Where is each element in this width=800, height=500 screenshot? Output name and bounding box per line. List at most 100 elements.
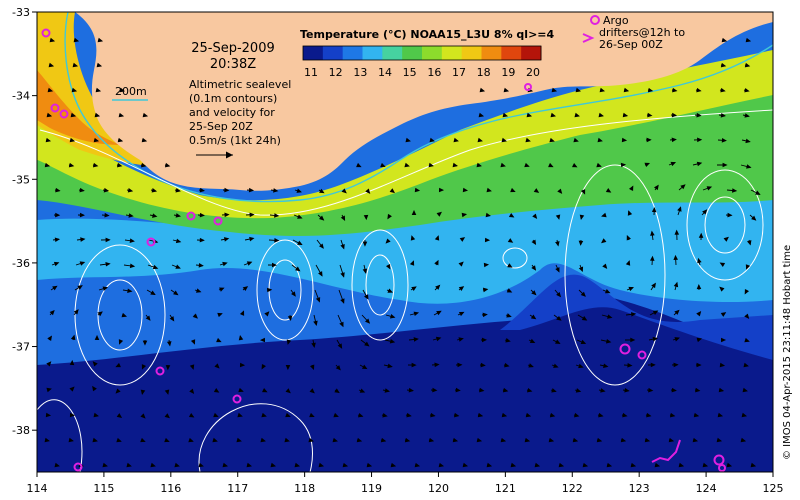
velocity-arrowhead — [719, 262, 726, 267]
velocity-arrowhead — [696, 337, 703, 343]
velocity-arrowhead — [696, 112, 702, 118]
velocity-arrowhead — [578, 363, 584, 369]
velocity-arrowhead — [53, 261, 60, 267]
argo-float-marker — [213, 216, 223, 226]
date-annotation: 25-Sep-2009 20:38Z — [191, 41, 275, 72]
velocity-arrowhead — [510, 462, 517, 468]
velocity-arrowhead — [605, 188, 612, 193]
velocity-arrowhead — [602, 263, 608, 269]
velocity-arrowhead — [501, 137, 507, 143]
velocity-arrowhead — [531, 239, 537, 246]
velocity-arrowhead — [249, 212, 255, 218]
x-tick-label: 116 — [160, 482, 181, 495]
sst-hot-west — [37, 70, 120, 145]
colorbar-tick-label: 17 — [452, 66, 466, 79]
eddy-contour — [256, 239, 314, 341]
velocity-arrowhead — [48, 62, 55, 68]
colorbar-swatch — [303, 46, 324, 60]
velocity-arrowhead — [141, 137, 148, 143]
velocity-arrowhead — [624, 387, 630, 393]
velocity-arrowhead — [140, 413, 146, 419]
velocity-arrowhead — [94, 334, 100, 340]
velocity-arrowhead — [551, 388, 557, 393]
velocity-arrowhead — [199, 187, 205, 193]
velocity-arrowhead — [103, 187, 110, 193]
velocity-arrowhead — [573, 137, 579, 143]
velocity-arrowhead — [44, 162, 51, 168]
velocity-arrowhead — [507, 238, 514, 243]
velocity-arrowhead — [102, 286, 109, 291]
velocity-arrowhead — [334, 388, 340, 394]
velocity-arrowhead — [274, 238, 280, 243]
colorbar-swatch — [322, 46, 344, 60]
velocity-arrowhead — [79, 261, 86, 266]
velocity-arrowhead — [628, 185, 634, 191]
velocity-arrowhead — [556, 291, 562, 298]
velocity-arrowhead — [744, 313, 750, 319]
velocity-arrowhead — [596, 162, 602, 168]
velocity-arrowhead — [548, 162, 554, 168]
velocity-arrowhead — [650, 362, 656, 368]
sst-green-band — [37, 90, 773, 236]
velocity-arrowhead — [46, 112, 53, 118]
velocity-arrowhead — [97, 311, 103, 317]
eddy-contour — [39, 109, 773, 216]
velocity-arrowhead — [717, 412, 724, 418]
velocity-arrowhead — [630, 337, 636, 343]
argo-float-marker — [59, 109, 69, 119]
velocity-arrowhead — [651, 282, 656, 289]
velocity-arrowhead — [150, 462, 156, 468]
y-tick-label: -35 — [12, 173, 30, 186]
velocity-arrowhead — [166, 341, 172, 347]
velocity-arrowhead — [693, 412, 700, 418]
velocity-arrowhead — [438, 187, 445, 193]
velocity-arrowhead — [596, 437, 603, 443]
velocity-arrowhead — [175, 187, 181, 193]
velocity-arrowhead — [673, 362, 679, 368]
velocity-arrowhead — [670, 161, 677, 167]
velocity-arrowhead — [696, 87, 702, 93]
velocity-arrowhead — [744, 337, 750, 343]
velocity-arrowhead — [477, 137, 483, 143]
velocity-arrowhead — [429, 137, 435, 143]
velocity-arrowhead — [49, 309, 55, 316]
velocity-arrowhead — [126, 462, 132, 468]
velocity-arrowhead — [286, 339, 292, 345]
velocity-arrowhead — [214, 363, 220, 369]
sealevel-contours — [37, 109, 773, 472]
velocity-arrowhead — [481, 337, 488, 343]
velocity-arrowhead — [363, 214, 369, 221]
velocity-arrowhead — [199, 212, 205, 218]
x-tick-label: 125 — [763, 482, 784, 495]
velocity-arrowhead — [308, 437, 314, 443]
velocity-arrowhead — [69, 412, 76, 418]
velocity-arrowhead — [582, 462, 589, 468]
velocity-arrowhead — [507, 263, 513, 268]
velocity-arrowhead — [555, 214, 561, 220]
velocity-arrowhead — [79, 187, 85, 193]
velocity-arrowhead — [741, 412, 748, 418]
velocity-arrowhead — [698, 232, 704, 238]
colorbar-tick-label: 18 — [477, 66, 491, 79]
y-axis: -33 -34 -35 -36 -37 -38 — [12, 6, 37, 437]
velocity-arrowhead — [248, 187, 255, 193]
velocity-arrowhead — [69, 386, 75, 392]
velocity-arrowhead — [646, 137, 652, 143]
colorbar-border — [302, 45, 542, 61]
velocity-arrowhead — [311, 342, 316, 348]
velocity-arrowhead — [189, 388, 195, 395]
velocity-arrowhead — [54, 462, 60, 468]
velocity-arrowhead — [217, 312, 223, 318]
velocity-arrowhead — [318, 243, 324, 249]
velocity-arrowhead — [309, 364, 315, 371]
velocity-arrowhead — [652, 336, 658, 342]
velocity-arrowhead — [627, 362, 633, 368]
velocity-arrowhead — [199, 237, 205, 243]
velocity-arrowhead — [580, 339, 587, 345]
velocity-arrowhead — [259, 337, 266, 343]
velocity-arrowhead — [151, 188, 158, 193]
velocity-arrowhead — [385, 238, 391, 244]
velocity-arrowhead — [164, 389, 170, 395]
velocity-arrowhead — [647, 87, 654, 93]
velocity-arrowhead — [727, 212, 733, 218]
